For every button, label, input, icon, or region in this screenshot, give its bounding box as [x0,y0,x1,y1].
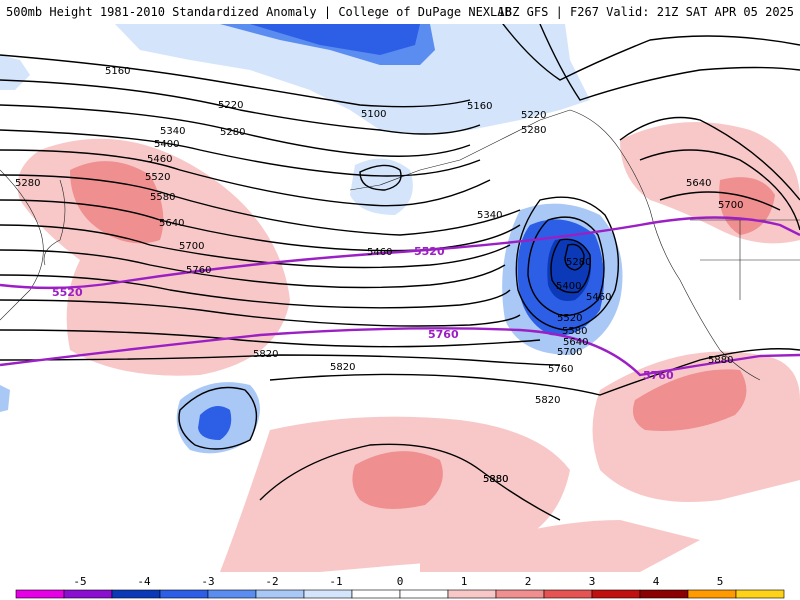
colorbar-swatch [639,589,689,599]
height-label: 5820 [330,362,355,373]
colorbar-swatch [591,589,641,599]
anomaly-map: 5160 5220 5280 5340 5400 5460 5520 5580 … [0,24,800,572]
colorbar-swatches [15,589,785,599]
colorbar-label: 1 [460,575,468,588]
height-label: 5880 [483,474,508,485]
colorbar-label: 4 [652,575,660,588]
height-label: 5820 [535,395,560,406]
colorbar-label: -3 [201,575,215,588]
reference-label: 5760 [643,369,674,382]
height-label: 5220 [218,100,243,111]
height-label: 5280 [220,127,245,138]
colorbar-label: -1 [329,575,343,588]
reference-label: 5520 [414,245,445,258]
height-contour-labels: 5160 5220 5280 5340 5400 5460 5520 5580 … [15,66,743,485]
colorbar-label: 0 [396,575,404,588]
height-label: 5160 [467,101,492,112]
height-label: 5700 [179,241,204,252]
height-label: 5280 [566,257,591,268]
colorbar-swatch [111,589,161,599]
height-label: 5520 [145,172,170,183]
height-label: 5760 [548,364,573,375]
reference-label: 5760 [428,328,459,341]
colorbar-label: -5 [73,575,87,588]
height-label: 5820 [253,349,278,360]
height-label: 5100 [361,109,386,120]
model-run-info: 18Z GFS | F267 Valid: 21Z SAT APR 05 202… [497,5,794,19]
height-label: 5400 [154,139,179,150]
height-label: 5640 [563,337,588,348]
height-label: 5460 [586,292,611,303]
colorbar-swatch [351,589,401,599]
colorbar-swatch [495,589,545,599]
colorbar-label: 2 [524,575,532,588]
height-label: 5460 [147,154,172,165]
colorbar-label: -4 [137,575,151,588]
height-label: 5280 [521,125,546,136]
colorbar-swatch [399,589,449,599]
reference-label: 5520 [52,286,83,299]
height-label: 5760 [186,265,211,276]
height-label: 5460 [367,247,392,258]
reference-contour-labels: 5520 5520 5760 5760 [52,245,674,382]
height-label: 5340 [477,210,502,221]
colorbar-swatch [687,589,737,599]
colorbar-swatch [447,589,497,599]
coastlines [0,109,800,381]
colorbar-swatch [735,589,785,599]
colorbar-swatch [159,589,209,599]
colorbar-swatch [15,589,65,599]
positive-anomaly-shading [17,122,800,572]
height-label: 5580 [150,192,175,203]
height-label: 5640 [686,178,711,189]
anomaly-colorbar: -5 -4 -3 -2 -1 0 1 2 3 4 5 [0,572,800,600]
height-label: 5280 [15,178,40,189]
colorbar-swatch [303,589,353,599]
height-label: 5400 [556,281,581,292]
map-title: 500mb Height 1981-2010 Standardized Anom… [6,5,512,19]
height-label: 5880 [483,474,508,485]
height-label: 5880 [708,355,733,366]
height-label: 5700 [718,200,743,211]
height-label: 5520 [557,313,582,324]
height-label: 5700 [557,347,582,358]
colorbar-label: -2 [265,575,279,588]
colorbar-label: 5 [716,575,724,588]
colorbar-label: 3 [588,575,596,588]
colorbar-swatch [255,589,305,599]
reference-contours [0,216,800,377]
height-label: 5640 [159,218,184,229]
height-label: 5340 [160,126,185,137]
negative-anomaly-shading [0,24,623,454]
height-label: 5160 [105,66,130,77]
colorbar-swatch [63,589,113,599]
colorbar-swatch [207,589,257,599]
height-label: 5220 [521,110,546,121]
map-header: 500mb Height 1981-2010 Standardized Anom… [0,0,800,24]
height-label: 5580 [562,326,587,337]
colorbar-swatch [543,589,593,599]
